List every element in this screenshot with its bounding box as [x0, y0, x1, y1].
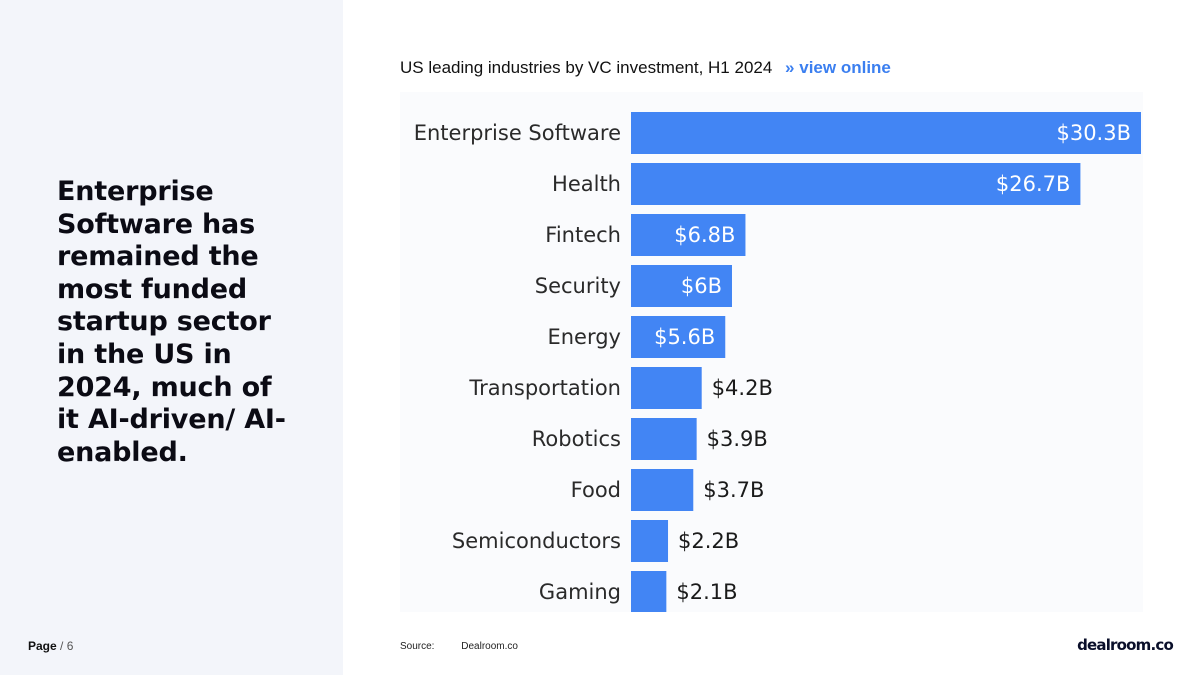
source-value: Dealroom.co [461, 641, 518, 652]
value-label-energy: $5.6B [654, 325, 715, 349]
page-number: 6 [66, 639, 74, 653]
category-label-health: Health [552, 172, 621, 196]
category-label-enterprise-software: Enterprise Software [414, 121, 621, 145]
source-note: Source: Dealroom.co [400, 641, 518, 652]
bar-health [631, 163, 1081, 205]
bar-fintech [631, 214, 746, 256]
page-label: Page [28, 639, 57, 653]
bar-security [631, 265, 732, 307]
headline: Enterprise Software has remained the mos… [57, 176, 286, 468]
bar-semiconductors [631, 520, 669, 562]
value-label-gaming: $2.1B [676, 580, 737, 604]
category-label-security: Security [535, 274, 621, 298]
left-panel: Enterprise Software has remained the mos… [0, 0, 343, 675]
dealroom-logo: dealroom.co [1077, 636, 1174, 654]
category-label-food: Food [571, 478, 621, 502]
value-label-security: $6B [681, 274, 722, 298]
view-online-label: view online [799, 58, 891, 77]
value-label-enterprise-software: $30.3B [1056, 121, 1131, 145]
link-arrows-icon: » [785, 58, 795, 77]
category-label-fintech: Fintech [545, 223, 621, 247]
value-label-food: $3.7B [703, 478, 764, 502]
value-label-semiconductors: $2.2B [678, 529, 739, 553]
bar-chart: Enterprise Software $30.3B Health $26.7B Fin… [400, 92, 1143, 612]
value-label-transportation: $4.2B [712, 376, 773, 400]
bar-robotics [631, 418, 697, 460]
chart-title-text: US leading industries by VC investment, … [400, 58, 773, 77]
bar-enterprise-software [631, 112, 1141, 154]
source-label: Source: [400, 641, 435, 652]
category-label-energy: Energy [547, 325, 621, 349]
category-label-transportation: Transportation [468, 376, 621, 400]
page-separator: / [56, 639, 67, 653]
category-label-semiconductors: Semiconductors [452, 529, 621, 553]
chart-title: US leading industries by VC investment, … [400, 58, 891, 78]
value-label-health: $26.7B [996, 172, 1071, 196]
bar-food [631, 469, 694, 511]
category-label-robotics: Robotics [532, 427, 621, 451]
page-indicator: Page / 6 [28, 639, 73, 653]
bar-gaming [631, 571, 667, 612]
view-online-link[interactable]: » view online [785, 58, 891, 77]
bar-transportation [631, 367, 702, 409]
value-label-robotics: $3.9B [707, 427, 768, 451]
value-label-fintech: $6.8B [674, 223, 735, 247]
bar-energy [631, 316, 726, 358]
bar-chart-svg: Enterprise Software $30.3B Health $26.7B Fin… [414, 112, 1141, 612]
category-label-gaming: Gaming [539, 580, 621, 604]
